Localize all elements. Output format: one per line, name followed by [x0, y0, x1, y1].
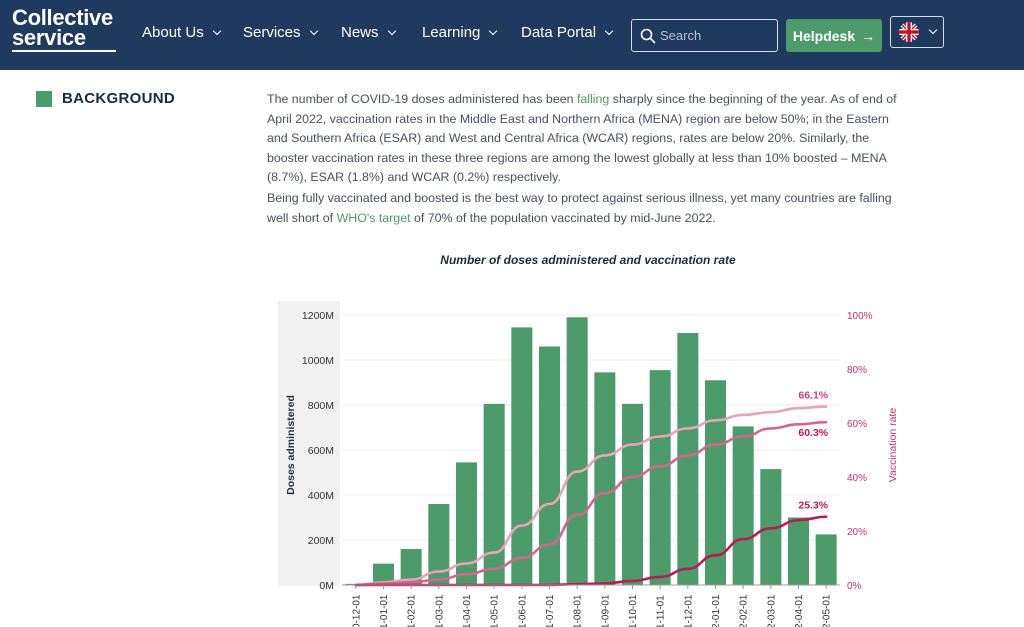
who-target-link[interactable]: WHO's target: [336, 210, 411, 225]
line-end-label: 25.3%: [798, 500, 828, 512]
vaccination-rate-line: [354, 405, 828, 587]
y-tick-label: 0M: [319, 580, 334, 592]
section-heading: BACKGROUND: [36, 90, 175, 107]
bar: [483, 403, 505, 585]
x-tick-label: 1-10-01: [628, 594, 639, 627]
chart-axes: 0M 200M 400M 600M 800M 1000M 1200M 0% 20% 40% 60% 8…: [302, 310, 873, 627]
x-tick-label: 1-07-01: [545, 594, 556, 627]
vaccination-rate-line: [354, 420, 828, 587]
y2-tick-label: 100%: [847, 311, 873, 322]
y-tick-label: 200M: [308, 535, 334, 547]
nav-services-label: Services: [243, 24, 301, 41]
doses-vaccination-chart: 66.1% 60.3% 25.3% 0M 200M 400M 600M 800M 1000M 1…: [278, 301, 899, 627]
paragraph-1: The number of COVID-19 doses administere…: [267, 90, 912, 188]
chevron-down-icon: [928, 25, 937, 35]
bar: [649, 370, 671, 585]
bar: [621, 403, 644, 585]
uk-flag-icon: [898, 22, 919, 42]
bar: [400, 549, 422, 585]
left-axis-panel: [278, 301, 340, 586]
chevron-down-icon: [489, 26, 498, 35]
nav-learning-label: Learning: [422, 24, 481, 41]
x-tick-label: 2-03-01: [766, 594, 777, 627]
section-title: BACKGROUND: [62, 90, 175, 107]
bar: [428, 504, 450, 585]
bar: [815, 534, 837, 585]
x-tick-label: 1-01-01: [379, 594, 390, 627]
y-tick-label: 1000M: [302, 355, 334, 367]
site-logo[interactable]: Collective service: [12, 5, 116, 52]
top-navigation-bar: Collective service About Us Services New…: [0, 0, 1024, 70]
x-tick-label: 1-11-01: [656, 595, 667, 627]
x-tick-label: 1-03-01: [434, 594, 445, 627]
bar: [455, 462, 478, 585]
y-axis-label: Doses administered: [285, 395, 297, 495]
nav-news[interactable]: News: [341, 24, 396, 41]
search-input[interactable]: [660, 28, 770, 43]
y2-tick-label: 60%: [847, 419, 867, 430]
nav-learning[interactable]: Learning: [422, 24, 498, 41]
language-selector[interactable]: [890, 16, 944, 48]
y2-tick-label: 20%: [847, 527, 867, 538]
falling-link[interactable]: falling: [576, 92, 610, 106]
nav-news-label: News: [341, 24, 379, 41]
bar: [566, 317, 588, 585]
nav-data-portal[interactable]: Data Portal: [521, 24, 614, 41]
y-tick-label: 600M: [308, 445, 334, 457]
x-tick-label: 1-08-01: [573, 594, 584, 627]
x-tick-label: 1-09-01: [600, 594, 611, 627]
x-tick-label: 1-02-01: [407, 594, 418, 627]
y2-tick-label: 40%: [847, 473, 867, 484]
chart-title: Number of doses administered and vaccina…: [440, 253, 736, 267]
arrow-right-icon: →: [861, 27, 876, 44]
x-tick-label: 2-04-01: [794, 594, 805, 627]
nav-about-us[interactable]: About Us: [142, 24, 221, 41]
nav-about-us-label: About Us: [142, 24, 204, 41]
nav-data-portal-label: Data Portal: [521, 24, 597, 41]
y2-tick-label: 80%: [847, 365, 867, 376]
bar: [677, 333, 699, 585]
line-end-label: 66.1%: [798, 390, 828, 402]
search-icon: [640, 28, 656, 43]
bar: [732, 426, 754, 585]
logo-line-2: service: [12, 27, 116, 52]
x-tick-label: 2-05-01: [822, 594, 833, 627]
chevron-down-icon: [387, 26, 396, 35]
bar: [704, 380, 727, 585]
paragraph-2-text-b: of 70% of the population vaccinated by m…: [410, 210, 716, 225]
chevron-down-icon: [212, 26, 221, 35]
y2-tick-label: 0%: [847, 581, 862, 592]
y-tick-label: 400M: [308, 490, 334, 502]
x-tick-label: 1-05-01: [490, 594, 501, 627]
search-box[interactable]: [631, 19, 778, 52]
bar: [594, 372, 616, 585]
section-square-icon: [36, 90, 52, 107]
helpdesk-button[interactable]: Helpdesk →: [786, 19, 882, 52]
chevron-down-icon: [309, 26, 318, 35]
x-tick-label: 2-01-01: [711, 594, 722, 627]
x-tick-label: 2-02-01: [739, 594, 750, 627]
paragraph-2-text-a: Being fully vaccinated and boosted is th…: [267, 191, 892, 225]
logo-line-1: Collective: [12, 5, 113, 30]
bar: [511, 327, 533, 585]
x-tick-label: 1-06-01: [517, 594, 528, 627]
bar: [787, 517, 810, 585]
paragraph-2: Being fully vaccinated and boosted is th…: [267, 189, 912, 228]
bar: [538, 346, 561, 585]
chevron-down-icon: [604, 26, 614, 35]
y-tick-label: 800M: [308, 400, 334, 412]
bar: [372, 563, 395, 585]
y2-axis-label: Vaccination rate: [887, 408, 899, 483]
paragraph-1-text-b: sharply since the beginning of the year.…: [267, 92, 897, 184]
line-end-label: 60.3%: [798, 427, 828, 439]
paragraph-1-text-a: The number of COVID-19 doses administere…: [267, 92, 577, 106]
x-tick-label: 1-12-01: [683, 594, 694, 627]
bar-series: [345, 317, 837, 585]
x-tick-label: 1-04-01: [462, 594, 473, 627]
y-tick-label: 1200M: [302, 310, 334, 322]
helpdesk-label: Helpdesk: [792, 27, 856, 44]
nav-services[interactable]: Services: [243, 24, 318, 41]
line-series: 66.1% 60.3% 25.3%: [354, 390, 829, 587]
x-tick-label: 0-12-01: [351, 594, 362, 627]
